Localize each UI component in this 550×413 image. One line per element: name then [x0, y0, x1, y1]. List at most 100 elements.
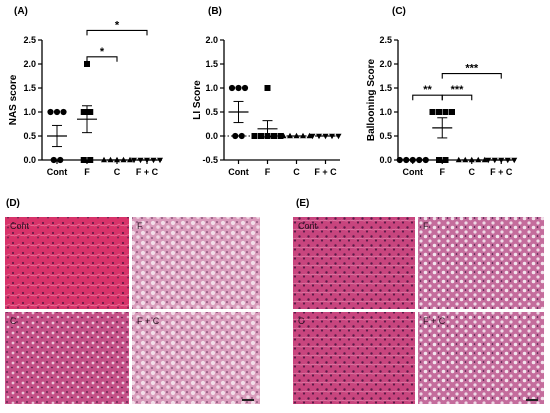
y-tick-label: -0.5 — [202, 155, 218, 165]
data-point — [57, 156, 64, 164]
data-point — [306, 132, 313, 139]
data-point — [511, 157, 518, 164]
x-tick-label: F + C — [314, 167, 337, 177]
x-tick-label: Cont — [403, 167, 424, 177]
micrograph-panel-d: Cont F C F + C — [4, 216, 266, 408]
chart-b: -0.5 0.0 0.5 1.0 1.5 2.0 LI Score Cont F C F + C — [192, 35, 342, 177]
data-point — [241, 84, 249, 92]
micrograph-d-c — [5, 312, 129, 404]
x-tick-label: Cont — [47, 167, 68, 177]
data-point — [442, 109, 449, 115]
y-tick-label: 0.5 — [205, 107, 218, 117]
data-point — [53, 108, 61, 116]
x-tick-label: F — [84, 167, 90, 177]
micrograph-e-c — [293, 312, 415, 404]
significance-label: *** — [465, 63, 479, 75]
data-point — [80, 109, 87, 115]
data-point — [422, 156, 429, 164]
y-tick-label: 1.0 — [23, 107, 36, 117]
data-point — [309, 133, 316, 140]
data-point — [429, 109, 436, 115]
data-point — [47, 108, 54, 116]
y-tick-label: 0.5 — [23, 131, 36, 141]
data-point — [80, 157, 87, 163]
y-tick-label: 1.5 — [23, 83, 36, 93]
data-point — [396, 156, 403, 164]
micrograph-d-label-c: C — [10, 316, 17, 326]
significance-bracket — [441, 94, 473, 101]
micrograph-e-label-f: F — [423, 221, 429, 231]
scale-bar-e — [526, 399, 538, 401]
panel-label-d: (D) — [6, 198, 20, 209]
chart-c: 0.0 0.5 1.0 1.5 2.0 2.5 Ballooning Score Cont F C… — [366, 35, 518, 177]
data-point — [127, 156, 133, 163]
data-point — [87, 109, 94, 115]
significance-label: * — [115, 19, 120, 31]
data-point — [481, 156, 488, 163]
micrograph-e-f — [418, 217, 544, 309]
data-point — [258, 133, 264, 139]
y-tick-label: 1.0 — [379, 107, 392, 117]
y-axis-label: Ballooning Score — [366, 58, 377, 141]
micrograph-e-fc — [418, 312, 544, 404]
x-tick-label: F + C — [136, 167, 159, 177]
data-point — [442, 157, 449, 163]
y-tick-label: 0.0 — [379, 155, 392, 165]
micrograph-d-cont — [5, 217, 129, 309]
data-point — [485, 157, 492, 164]
data-point — [228, 84, 236, 92]
significance-label: ** — [423, 84, 432, 96]
panel-label-b: (B) — [208, 6, 222, 17]
data-point — [157, 157, 163, 164]
y-axis-label: NAS score — [8, 74, 19, 125]
significance-bracket — [441, 73, 502, 79]
y-axis-label: LI Score — [192, 80, 203, 120]
significance-label: * — [100, 46, 105, 58]
y-tick-label: 2.0 — [205, 35, 218, 45]
y-tick-label: 2.5 — [23, 35, 36, 45]
data-point — [235, 84, 242, 92]
data-point — [50, 156, 57, 164]
micrograph-d-f — [132, 217, 260, 309]
y-tick-label: 2.5 — [379, 35, 392, 45]
data-point — [264, 85, 271, 91]
data-point — [436, 157, 442, 163]
x-tick-label: C — [469, 167, 476, 177]
data-point — [101, 156, 107, 163]
micrograph-d-label-f: F — [137, 221, 143, 231]
y-tick-label: 1.0 — [205, 83, 218, 93]
data-point — [60, 108, 67, 116]
data-point — [277, 133, 284, 139]
data-point — [455, 156, 462, 163]
micrograph-e-cont — [293, 217, 415, 309]
micrograph-e-label-fc: F + C — [423, 316, 446, 326]
y-tick-label: 1.5 — [205, 59, 218, 69]
x-tick-label: F — [265, 167, 271, 177]
data-point — [335, 133, 342, 140]
data-point — [131, 157, 137, 164]
x-tick-label: C — [114, 167, 121, 177]
data-point — [271, 133, 277, 139]
y-tick-label: 1.5 — [379, 83, 392, 93]
x-tick-label: F + C — [490, 167, 513, 177]
micrograph-d-label-cont: Cont — [10, 221, 30, 231]
data-point — [87, 157, 94, 163]
y-tick-label: 2.0 — [379, 59, 392, 69]
scale-bar-d — [242, 399, 254, 401]
data-point — [436, 109, 442, 115]
x-tick-label: Cont — [228, 167, 249, 177]
data-point — [251, 133, 258, 139]
data-point — [280, 132, 287, 139]
micrograph-d-fc — [132, 312, 260, 404]
data-point — [84, 61, 90, 67]
data-point — [449, 109, 455, 115]
panel-label-a: (A) — [14, 6, 28, 17]
micrograph-d-label-fc: F + C — [137, 316, 160, 326]
significance-label: *** — [451, 84, 465, 96]
significance-bracket — [86, 56, 118, 62]
x-tick-label: F — [440, 167, 446, 177]
panel-label-e: (E) — [296, 198, 309, 209]
data-point — [238, 132, 245, 140]
significance-bracket — [86, 29, 148, 36]
